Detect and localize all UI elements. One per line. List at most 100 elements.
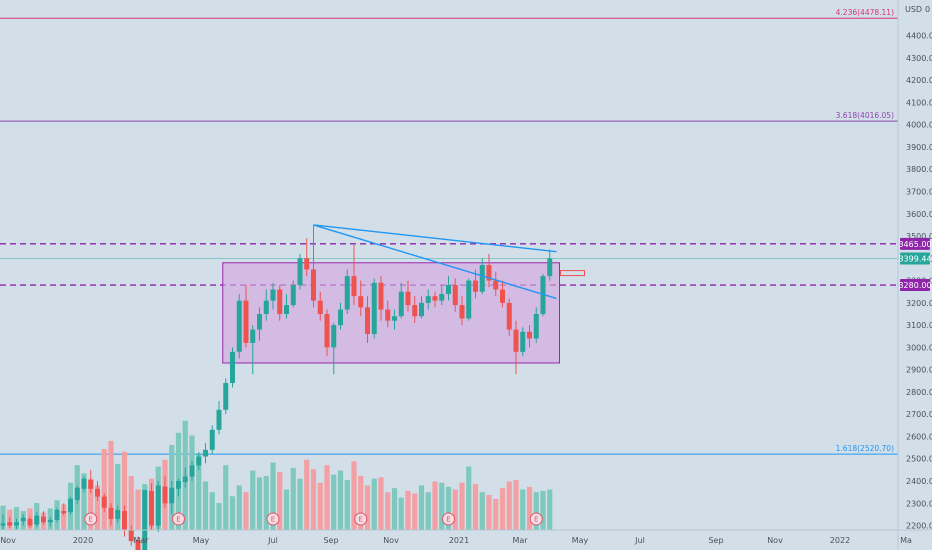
- candle-body: [405, 291, 411, 306]
- candle-body: [162, 486, 168, 504]
- candle-body: [317, 300, 323, 314]
- price-tick-label: 4200.00: [906, 76, 932, 85]
- candle-body: [155, 485, 161, 526]
- volume-bar: [344, 480, 350, 530]
- candle-body: [216, 409, 222, 430]
- currency-suffix: 0: [925, 5, 930, 14]
- volume-bar: [270, 462, 276, 530]
- volume-bar: [466, 466, 472, 530]
- candle-body: [196, 456, 202, 466]
- volume-bar: [317, 482, 323, 530]
- candle-body: [533, 313, 539, 339]
- volume-bar: [290, 467, 296, 530]
- candle-body: [324, 313, 330, 348]
- volume-bar: [486, 494, 492, 530]
- volume-bar: [13, 507, 20, 530]
- volume-bar: [216, 503, 222, 530]
- earnings-event-label: E: [446, 516, 450, 524]
- candle-body: [277, 289, 283, 314]
- time-tick-label: May: [193, 536, 210, 545]
- volume-bar: [101, 449, 107, 530]
- volume-bar: [324, 465, 330, 530]
- time-tick-label: 2020: [73, 536, 93, 545]
- last-price-tag-bg: [900, 252, 930, 265]
- trendlines: [313, 224, 585, 300]
- volume-bar: [61, 504, 67, 530]
- earnings-event-icon: [442, 512, 455, 526]
- volume-bar: [452, 489, 458, 530]
- candle-body: [270, 289, 276, 301]
- volume-bar: [283, 489, 290, 530]
- candle-body: [338, 309, 343, 326]
- candle-body: [257, 313, 262, 330]
- price-tick-label: 4000.00: [906, 121, 932, 130]
- earnings-event-icon: [529, 512, 543, 526]
- earnings-event-label: E: [89, 516, 93, 524]
- time-tick-label: Mar: [133, 536, 149, 545]
- volume-bar: [263, 476, 269, 530]
- candles: [0, 224, 553, 550]
- time-axis[interactable]: Nov 2020 Mar May Jul Sep Nov 2021 Mar May Jul Sep No…: [0, 529, 932, 545]
- candle-body: [41, 516, 46, 523]
- price-tick-label: 2600.00: [906, 432, 932, 441]
- candle-body: [20, 517, 26, 522]
- candle-body: [452, 285, 458, 306]
- candle-body: [108, 507, 114, 519]
- candle-body: [189, 465, 195, 477]
- volume-bar: [499, 488, 506, 530]
- volume-bar: [391, 488, 398, 530]
- candle-body: [115, 509, 121, 519]
- volume-bar: [304, 459, 310, 530]
- time-tick-label: Mar: [512, 536, 528, 545]
- price-tick-label: 3000.00: [906, 343, 932, 352]
- volume-bar: [425, 492, 431, 530]
- volume-bar: [445, 486, 452, 530]
- price-tick-label: 2800.00: [906, 388, 932, 397]
- candle-body: [230, 351, 235, 384]
- candle-body: [398, 291, 404, 317]
- candle-body: [209, 429, 215, 450]
- candle-body: [88, 479, 94, 489]
- price-tick-label: 2500.00: [906, 455, 932, 464]
- candle-body: [95, 488, 100, 497]
- price-tick-label: 3600.00: [906, 210, 932, 219]
- volume-bar: [378, 477, 384, 530]
- volume-bar: [250, 470, 256, 530]
- candle-body: [122, 511, 127, 530]
- volume-bar: [533, 492, 539, 530]
- candle-body: [223, 383, 229, 410]
- candle-body: [331, 325, 337, 348]
- volume-bar: [121, 451, 128, 530]
- candle-body: [54, 509, 60, 520]
- volume-bar: [196, 454, 202, 530]
- trendline: [313, 224, 557, 300]
- price-tick-label: 2900.00: [906, 366, 932, 375]
- volume-bar: [135, 489, 141, 530]
- fib-level-label: 3.618(4016.05): [836, 111, 894, 120]
- price-tick-label: 4100.00: [906, 98, 932, 107]
- price-tick-label: 3200.00: [906, 299, 932, 308]
- time-tick-label: May: [572, 536, 589, 545]
- volume-bar: [351, 461, 357, 530]
- candle-body: [203, 449, 208, 457]
- volume-bar: [513, 480, 519, 530]
- price-tick-label: 2300.00: [906, 499, 932, 508]
- candle-body: [34, 515, 40, 525]
- candle-body: [263, 300, 269, 314]
- volume-bar: [310, 469, 317, 530]
- horizontal-levels: 4.236(4478.11) 3.618(4016.05) 1.618(2520.7…: [0, 8, 898, 455]
- candle-body: [149, 491, 154, 526]
- candle-body: [459, 305, 465, 319]
- earnings-event-label: E: [271, 516, 275, 524]
- volume-bar: [88, 478, 94, 530]
- level-tag-text: 3280.00: [898, 281, 931, 290]
- candle-body: [27, 518, 33, 526]
- volume-bar: [189, 435, 195, 530]
- volume-bar: [439, 482, 445, 530]
- volume-bar: [94, 485, 101, 530]
- volume-bar: [81, 473, 87, 530]
- price-tags: 3465.00 3280.00 3399.44: [898, 237, 932, 292]
- volume-bar: [459, 482, 465, 530]
